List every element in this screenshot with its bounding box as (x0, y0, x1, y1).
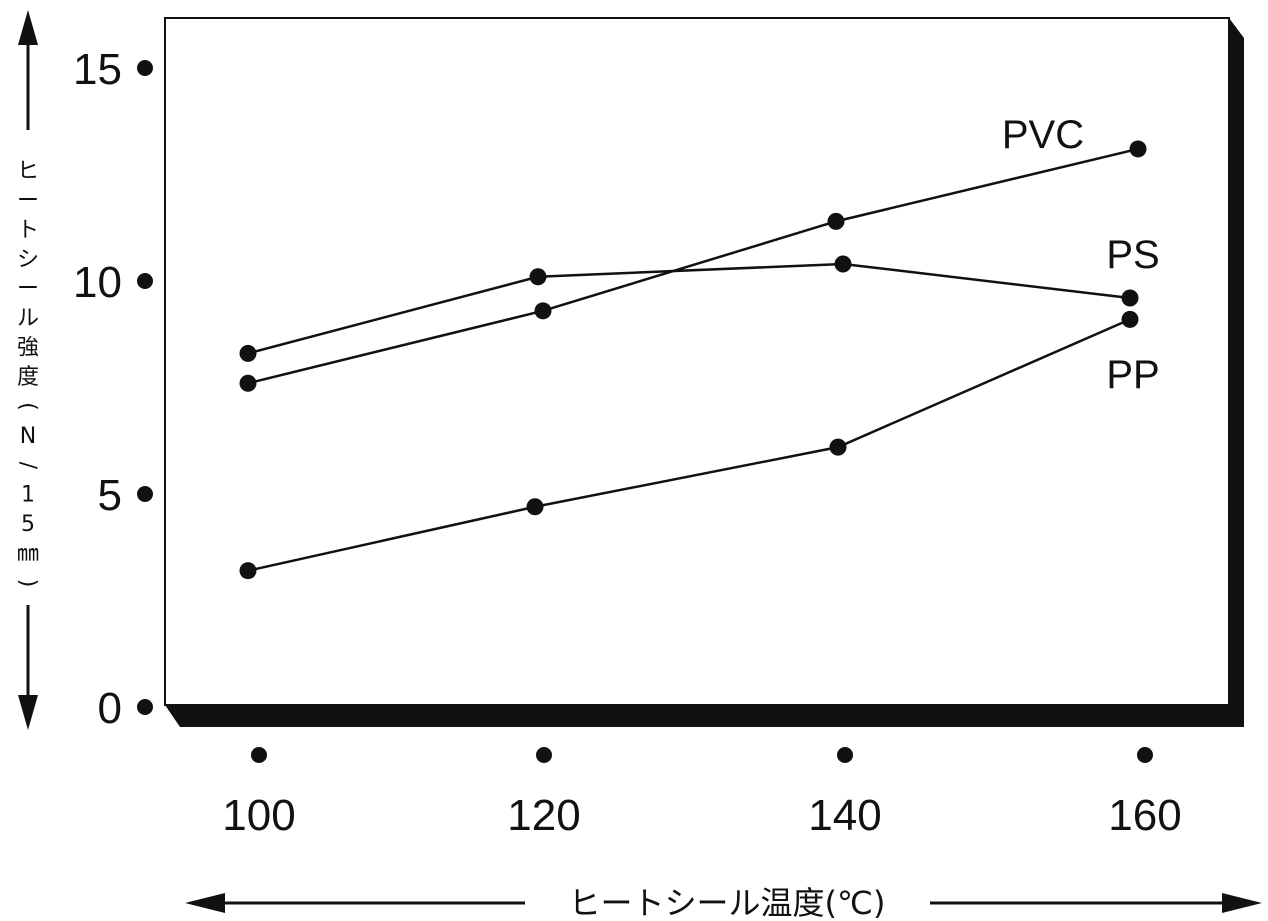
y-tick-dot (137, 60, 153, 76)
y-axis-title-char: 1 (21, 483, 35, 508)
x-tick-label: 120 (507, 791, 580, 840)
series-lines (247, 147, 1139, 572)
data-point-pp (1121, 310, 1139, 328)
x-tick-dot (251, 747, 267, 763)
x-tick-dot (837, 747, 853, 763)
data-point-pvc (534, 302, 552, 320)
data-point-ps (239, 344, 257, 362)
y-tick-label: 15 (73, 45, 122, 94)
y-axis-title-char: ヒ (17, 159, 39, 184)
x-arrow-right-head (1222, 893, 1262, 913)
x-tick-dot (1137, 747, 1153, 763)
y-axis-title-char: ル (17, 306, 39, 331)
x-tick-label: 100 (222, 791, 295, 840)
data-point-pvc (827, 212, 845, 230)
series-label-ps: PS (1106, 233, 1159, 277)
x-axis-title-group: ヒートシール温度(℃) (185, 884, 1262, 921)
y-axis-title-char: ー (17, 188, 39, 213)
series-label-pp: PP (1106, 353, 1159, 397)
y-axis-title-char: ト (17, 218, 39, 243)
data-point-pp (829, 438, 847, 456)
y-axis-title-char: 度 (17, 365, 39, 390)
y-axis-title-char: ) (15, 579, 40, 588)
x-axis-title: ヒートシール温度(℃) (569, 884, 886, 921)
data-point-ps (529, 268, 547, 286)
y-tick-dot (137, 699, 153, 715)
y-tick-label: 10 (73, 258, 122, 307)
data-point-pp (526, 498, 544, 516)
y-axis-ticks: 0 5 10 15 (73, 45, 153, 733)
y-tick-dot (137, 486, 153, 502)
data-point-ps (834, 255, 852, 273)
y-tick-label: 0 (98, 684, 122, 733)
y-axis-title-char: ー (17, 277, 39, 302)
x-arrow-left-head (185, 893, 225, 913)
data-point-ps (1121, 289, 1139, 307)
y-tick-label: 5 (98, 471, 122, 520)
data-point-pvc (239, 374, 257, 392)
y-axis-title-char: 強 (17, 336, 39, 361)
x-tick-label: 160 (1108, 791, 1181, 840)
y-axis-title-char: ㎜ (17, 542, 39, 567)
series-label-pvc: PVC (1002, 113, 1084, 157)
plot-frame (164, 17, 1230, 706)
y-axis-title-char: / (15, 462, 40, 470)
x-tick-label: 140 (808, 791, 881, 840)
series-points (239, 140, 1147, 580)
y-tick-dot (137, 273, 153, 289)
series-line-ps (247, 262, 1131, 355)
data-point-pp (239, 562, 257, 580)
y-axis-title-char: 5 (21, 512, 35, 537)
x-axis-ticks: 100 120 140 160 (222, 747, 1182, 840)
y-arrow-down-head (18, 695, 38, 730)
series-labels: PVC PS PP (1002, 113, 1160, 397)
y-arrow-up-head (18, 10, 38, 45)
series-line-pvc (247, 147, 1139, 385)
data-point-pvc (1129, 140, 1147, 158)
x-tick-dot (536, 747, 552, 763)
y-axis-title-char: N (20, 424, 36, 449)
series-line-pp (247, 318, 1131, 572)
y-axis-title-char: ( (15, 402, 40, 411)
y-axis-title-char: シ (17, 247, 39, 272)
